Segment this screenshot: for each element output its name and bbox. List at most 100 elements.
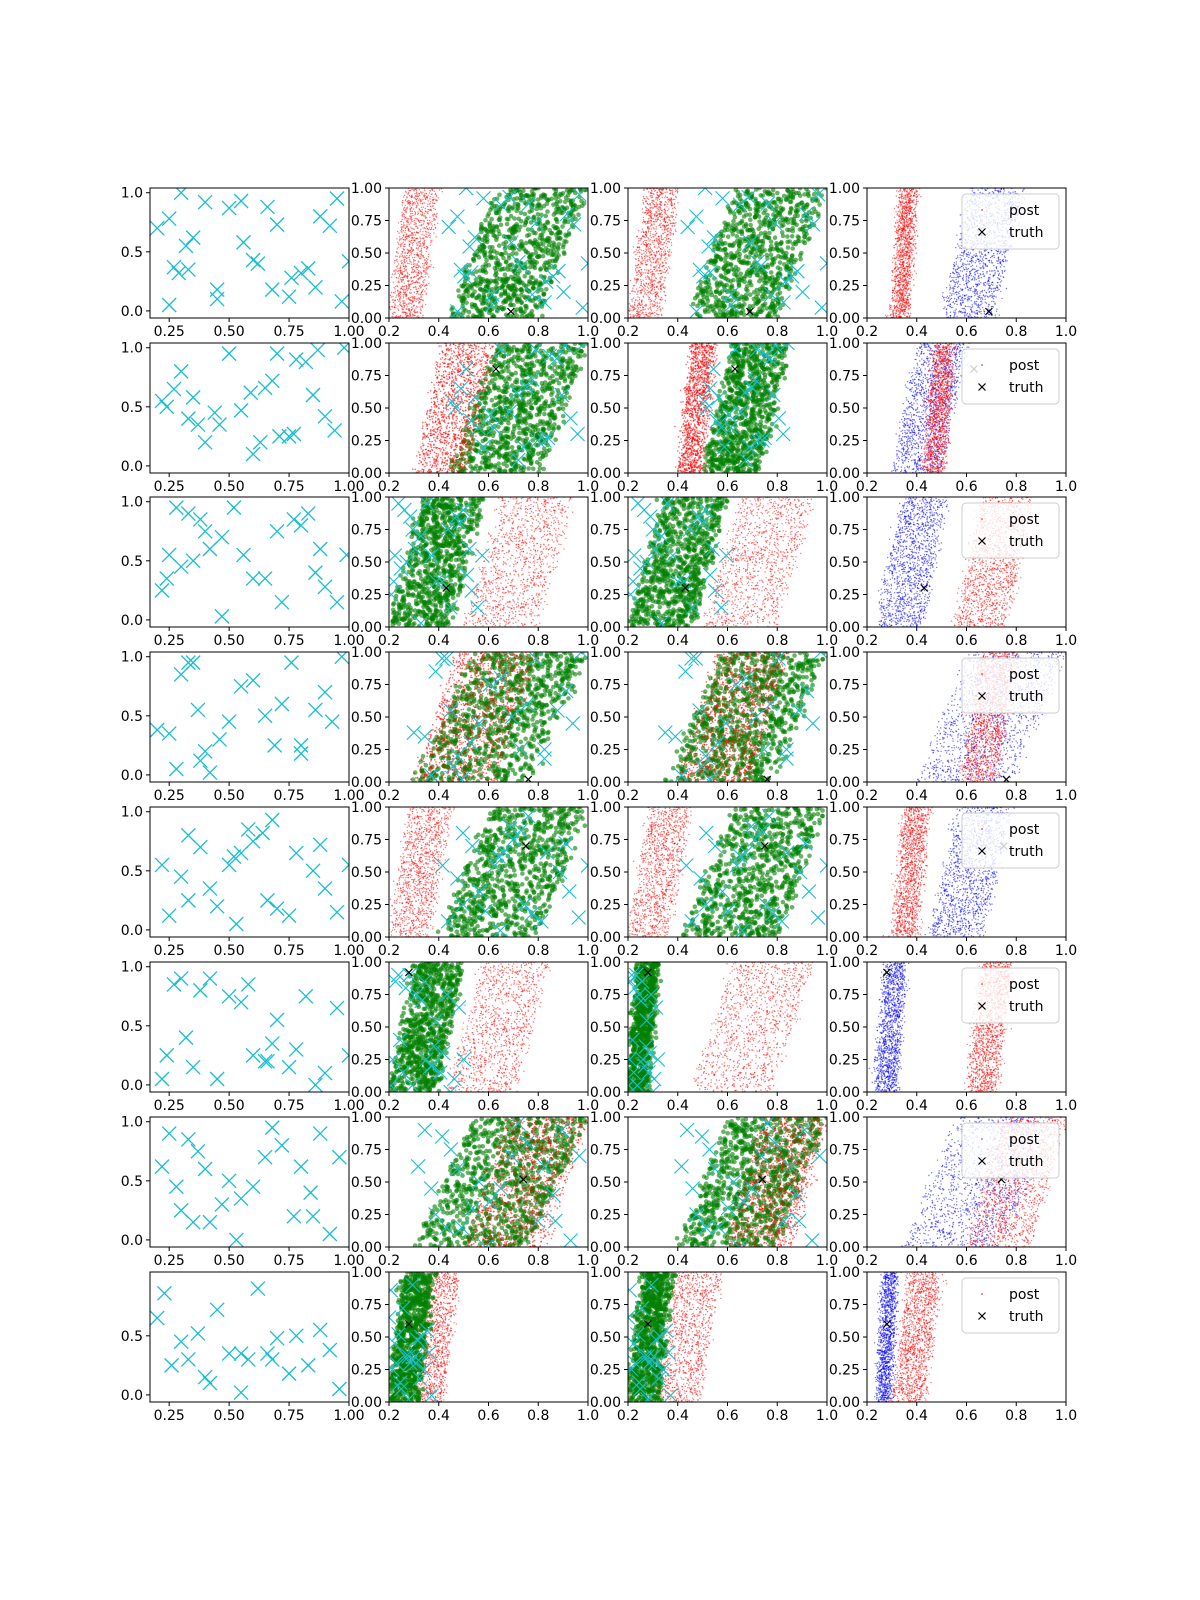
posterior-point (661, 248, 663, 251)
posterior-point (967, 305, 969, 308)
posterior-point (419, 308, 422, 310)
posterior-point (651, 196, 654, 198)
posterior-point (973, 268, 975, 270)
posterior-point (672, 222, 675, 225)
posterior-point (650, 292, 652, 294)
posterior-point (984, 263, 987, 266)
posterior-point (405, 314, 407, 316)
posterior-point (768, 294, 773, 300)
posterior-point (672, 211, 674, 213)
posterior-point (426, 246, 429, 248)
posterior-point (966, 312, 968, 315)
posterior-point (552, 192, 557, 198)
posterior-point (775, 276, 781, 282)
posterior-point (642, 231, 645, 234)
posterior-point (390, 296, 393, 298)
posterior-point (551, 202, 556, 207)
posterior-point (667, 272, 669, 274)
posterior-point (506, 255, 512, 261)
posterior-point (472, 302, 477, 308)
posterior-point (658, 242, 660, 244)
posterior-point (538, 267, 543, 272)
posterior-point (649, 301, 651, 303)
posterior-point (636, 315, 638, 317)
posterior-point (715, 246, 721, 252)
posterior-point (642, 306, 644, 308)
posterior-point (415, 231, 418, 233)
posterior-point (739, 228, 744, 234)
posterior-point (647, 276, 649, 278)
posterior-point (656, 313, 659, 316)
posterior-point (410, 283, 412, 285)
posterior-point (403, 300, 405, 302)
posterior-point (982, 271, 984, 273)
posterior-point (656, 247, 658, 249)
posterior-point (653, 268, 655, 271)
posterior-point (411, 204, 414, 206)
posterior-point (405, 190, 407, 193)
posterior-point (997, 282, 999, 284)
posterior-point (424, 273, 427, 275)
posterior-point (956, 298, 958, 301)
posterior-point (436, 222, 439, 224)
posterior-point (759, 238, 764, 244)
posterior-point (653, 251, 655, 254)
posterior-point (661, 238, 663, 241)
posterior-point (970, 316, 972, 318)
posterior-point (660, 291, 662, 293)
posterior-point (641, 271, 643, 273)
posterior-point (409, 296, 411, 299)
posterior-point (648, 296, 651, 299)
posterior-point (408, 240, 411, 243)
posterior-point (633, 307, 636, 309)
posterior-point (401, 308, 403, 310)
posterior-point (408, 309, 410, 311)
posterior-point (646, 289, 648, 292)
posterior-point (456, 288, 461, 293)
posterior-point (417, 204, 419, 206)
posterior-point (652, 312, 654, 315)
posterior-point (944, 306, 946, 308)
posterior-point (406, 196, 408, 198)
posterior-point (663, 291, 665, 293)
posterior-point (530, 298, 536, 304)
posterior-point (717, 291, 723, 297)
posterior-point (420, 219, 422, 222)
posterior-point (976, 293, 979, 295)
posterior-point (429, 237, 431, 239)
posterior-point (664, 213, 666, 215)
posterior-point (408, 194, 411, 197)
posterior-point (636, 265, 639, 267)
posterior-point (737, 246, 742, 252)
posterior-point (785, 234, 790, 239)
posterior-point (510, 230, 515, 235)
posterior-point (652, 256, 654, 258)
posterior-point (632, 315, 634, 317)
posterior-point (487, 222, 492, 227)
posterior-point (757, 278, 762, 284)
posterior-point (672, 207, 674, 210)
posterior-point (424, 213, 426, 215)
observed-point (695, 269, 711, 284)
posterior-point (423, 264, 425, 267)
posterior-point (989, 192, 991, 194)
posterior-point (654, 312, 656, 314)
posterior-point (545, 247, 551, 253)
posterior-point (705, 306, 710, 311)
posterior-point (409, 315, 412, 317)
posterior-point (640, 249, 643, 251)
posterior-point (415, 191, 418, 194)
posterior-point (428, 282, 430, 285)
posterior-point (479, 301, 485, 306)
posterior-point (421, 294, 424, 296)
posterior-point (408, 236, 410, 238)
posterior-point (424, 268, 427, 270)
posterior-point (813, 196, 819, 201)
posterior-point (396, 294, 398, 297)
posterior-point (398, 232, 400, 234)
truth-marker (506, 307, 515, 316)
posterior-point (968, 280, 970, 283)
posterior-point (422, 227, 424, 229)
posterior-point (982, 298, 984, 301)
posterior-point (418, 287, 420, 290)
